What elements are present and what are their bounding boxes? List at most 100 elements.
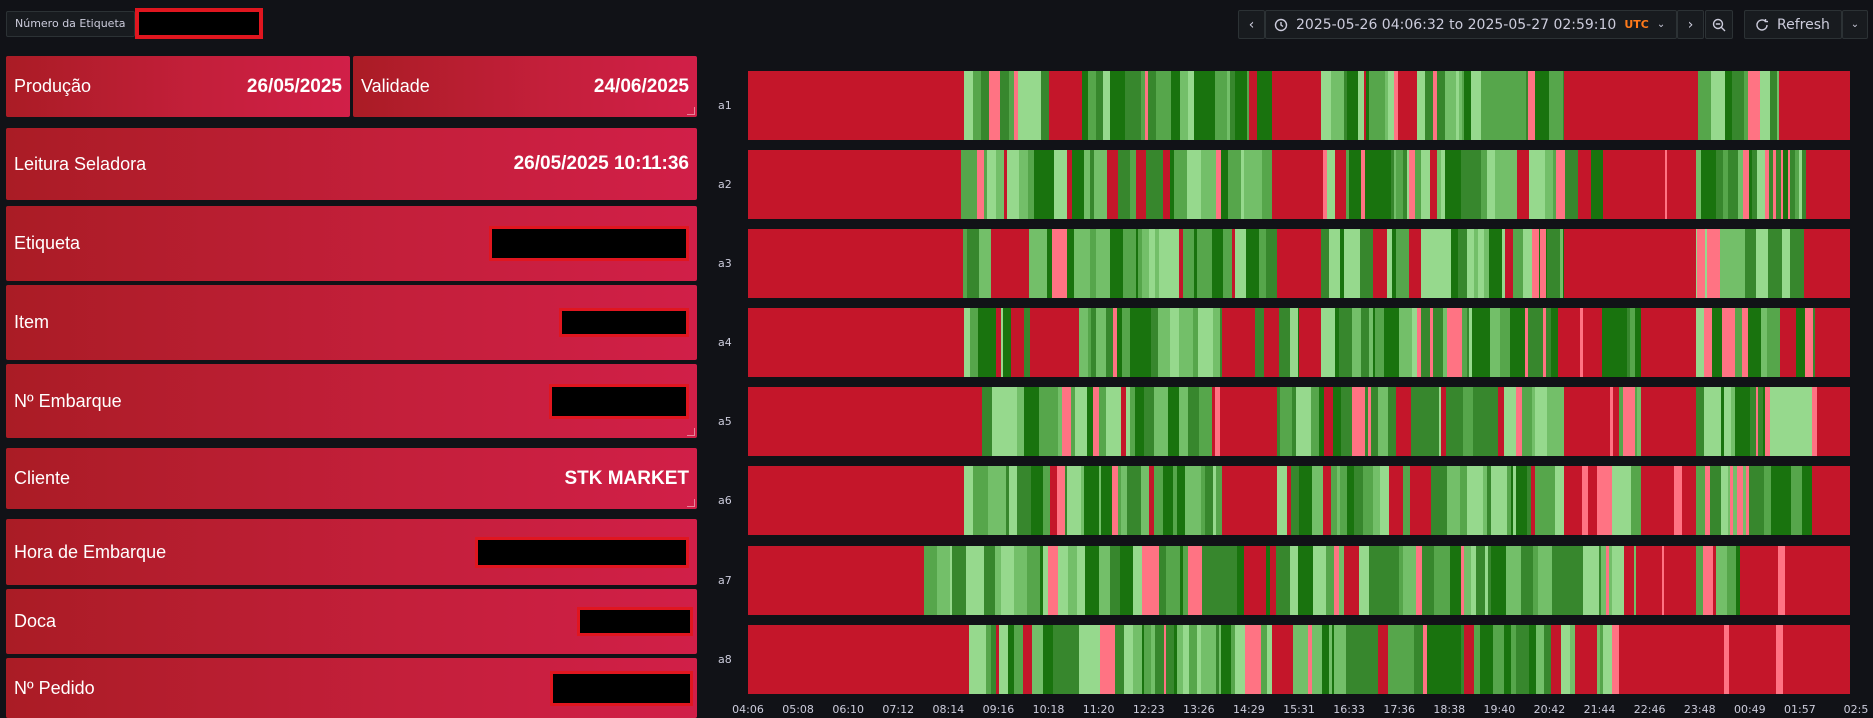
resize-handle[interactable] <box>687 499 695 507</box>
resize-handle[interactable] <box>687 107 695 115</box>
state-segment <box>1483 466 1488 535</box>
time-prev-button[interactable]: ‹ <box>1238 10 1265 39</box>
state-segment <box>1749 466 1765 535</box>
state-segment <box>977 150 985 219</box>
state-segment <box>1151 308 1156 377</box>
state-segment <box>972 71 979 140</box>
row-label-a8: a8 <box>718 653 732 666</box>
state-segment <box>1767 308 1781 377</box>
refresh-interval-dropdown[interactable]: ⌄ <box>1842 10 1868 39</box>
state-segment <box>1098 546 1102 615</box>
state-segment <box>1079 625 1094 694</box>
state-row-a7[interactable] <box>748 546 1850 615</box>
state-segment <box>1176 625 1184 694</box>
state-segment <box>1735 387 1751 456</box>
resize-handle[interactable] <box>687 428 695 436</box>
state-segment <box>1093 387 1100 456</box>
state-segment <box>1720 466 1729 535</box>
state-segment <box>983 546 993 615</box>
state-segment <box>1630 387 1636 456</box>
state-segment <box>1452 150 1462 219</box>
variable-input[interactable] <box>135 8 263 39</box>
state-segment <box>1042 466 1051 535</box>
state-segment <box>1447 625 1462 694</box>
state-segment <box>1481 150 1488 219</box>
panel-value: STK MARKET <box>564 467 689 489</box>
state-segment <box>1145 546 1160 615</box>
state-segment <box>1032 625 1044 694</box>
state-segment <box>978 71 982 140</box>
state-segment <box>1724 625 1730 694</box>
state-segment <box>1368 546 1385 615</box>
state-segment <box>1504 229 1514 298</box>
state-segment <box>1265 546 1271 615</box>
variable-label: Número da Etiqueta <box>6 11 135 37</box>
chevron-left-icon: ‹ <box>1248 16 1255 33</box>
state-segment <box>1018 150 1029 219</box>
state-segment <box>1215 71 1228 140</box>
refresh-button[interactable]: Refresh <box>1744 10 1842 39</box>
state-segment <box>1444 150 1454 219</box>
state-segment <box>1017 71 1034 140</box>
state-segment <box>1340 229 1345 298</box>
state-segment <box>1052 625 1067 694</box>
state-row-a6[interactable] <box>748 466 1850 535</box>
state-segment <box>1245 625 1262 694</box>
state-segment <box>1695 308 1705 377</box>
state-segment <box>1403 466 1410 535</box>
state-segment <box>1432 308 1444 377</box>
state-segment <box>1746 466 1750 535</box>
state-segment <box>1382 71 1386 140</box>
state-segment <box>1087 387 1094 456</box>
time-next-button[interactable]: › <box>1677 10 1704 39</box>
state-segment <box>1182 625 1189 694</box>
state-segment <box>1719 229 1728 298</box>
state-segment <box>1723 150 1729 219</box>
state-row-a2[interactable] <box>748 150 1850 219</box>
state-segment <box>1047 546 1059 615</box>
state-segment <box>1550 625 1562 694</box>
state-segment <box>1347 466 1355 535</box>
state-segment <box>1786 466 1792 535</box>
state-segment <box>1376 625 1379 694</box>
state-segment <box>1727 466 1731 535</box>
state-segment <box>1133 71 1142 140</box>
state-segment <box>1433 229 1447 298</box>
redacted-value <box>559 308 689 337</box>
state-segment <box>965 546 980 615</box>
state-segment <box>1113 308 1118 377</box>
state-row-a5[interactable] <box>748 387 1850 456</box>
state-segment <box>1331 71 1345 140</box>
state-segment <box>1747 71 1755 140</box>
time-range-picker[interactable]: 2025-05-26 04:06:32 to 2025-05-27 02:59:… <box>1265 10 1677 39</box>
redacted-value <box>475 536 689 568</box>
x-tick-label: 20:42 <box>1533 703 1566 716</box>
state-segment <box>1221 625 1228 694</box>
state-segment <box>1460 466 1468 535</box>
state-segment <box>1360 308 1370 377</box>
state-segment <box>981 71 990 140</box>
state-segment <box>1804 308 1814 377</box>
zoom-out-button[interactable] <box>1705 10 1733 39</box>
state-segment <box>1471 71 1482 140</box>
state-segment <box>1007 625 1015 694</box>
state-segment <box>1470 546 1477 615</box>
state-segment <box>1372 308 1376 377</box>
state-row-a1[interactable] <box>748 71 1850 140</box>
row-label-a4: a4 <box>718 336 732 349</box>
state-segment <box>1508 546 1522 615</box>
state-row-a4[interactable] <box>748 308 1850 377</box>
state-row-a8[interactable] <box>748 625 1850 694</box>
state-segment <box>1462 308 1468 377</box>
state-segment <box>1482 387 1499 456</box>
state-row-a3[interactable] <box>748 229 1850 298</box>
panel-label: Doca <box>14 611 57 631</box>
state-segment <box>1313 546 1327 615</box>
state-segment <box>1722 308 1736 377</box>
state-segment <box>1179 229 1184 298</box>
state-segment <box>1715 546 1728 615</box>
state-segment <box>1798 466 1803 535</box>
state-segment <box>1697 229 1706 298</box>
state-segment <box>1291 466 1300 535</box>
state-segment <box>1269 546 1277 615</box>
